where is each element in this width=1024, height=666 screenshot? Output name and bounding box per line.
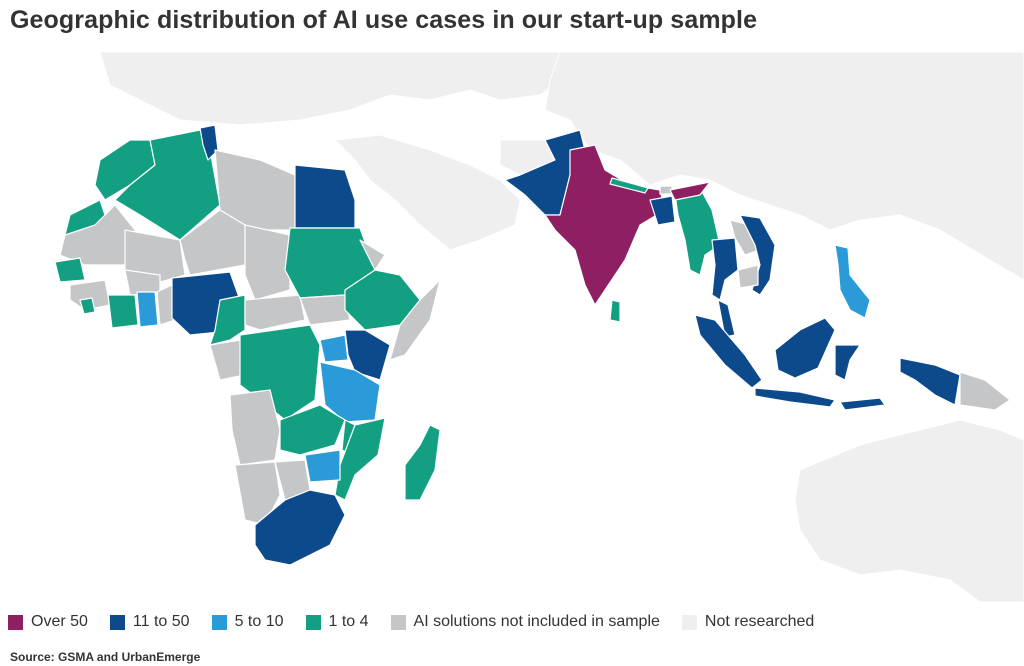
europe-landmass [99,52,571,126]
ghana-region [136,291,159,328]
legend-label-not-researched: Not researched [704,613,815,630]
cameroon-region [209,294,246,346]
legend-item-over-50: Over 50 [8,613,88,631]
chad-region [244,224,291,301]
legend-item-1-to-4: 1 to 4 [305,613,369,631]
angola-region [229,389,281,466]
vietnam-region [739,214,776,296]
legend-item-not-researched: Not researched [681,613,815,631]
egypt-region [294,164,356,229]
myanmar-region [674,187,721,276]
somalia-region [389,279,441,361]
legend-swatch-1-to-4 [305,614,321,630]
tunisia-region [199,124,219,161]
cambodia-region [737,264,759,289]
legend-label-over-50: Over 50 [31,613,88,630]
legend-item-5-to-10: 5 to 10 [211,613,284,631]
source-note: Source: GSMA and UrbanEmerge [10,650,201,664]
asia-landmass [544,52,1024,281]
africa-countries [54,124,441,566]
sulawesi-region [834,344,861,381]
uganda-rwanda-region [319,334,349,363]
sumatra-region [694,314,763,389]
legend-swatch-not-researched [681,614,697,630]
philippines-region [834,244,871,319]
nepal-region [609,177,649,194]
legend-label-11-to-50: 11 to 50 [132,613,190,630]
legend-item-not-included: AI solutions not included in sample [390,613,660,631]
map-title: Geographic distribution of AI use cases … [10,6,758,34]
distribution-map [54,52,1024,602]
ne-india-region [669,181,711,201]
map-legend: Over 50 11 to 50 5 to 10 1 to 4 AI solut… [8,610,836,634]
guinea-region [69,279,111,311]
zimbabwe-region [304,449,341,483]
thailand-region [711,237,739,301]
sierra-leone-region [79,297,96,315]
legend-swatch-not-included [390,614,406,630]
background-land [99,52,1024,602]
papua-new-guinea-region [959,371,1011,411]
south-sudan-region [299,294,351,326]
india-region [544,144,666,306]
middle-east-landmass [333,134,521,251]
bangladesh-region [649,195,676,226]
burkina-region [124,269,161,296]
car-region [244,294,306,331]
zambia-region [279,404,346,456]
mozambique-region [334,417,386,501]
senegal-region [54,257,86,283]
south-africa-region [254,489,346,566]
malaysia-pen-region [717,299,736,338]
legend-swatch-over-50 [8,614,23,630]
legend-label-not-included: AI solutions not included in sample [413,613,660,630]
papua-indonesia-region [899,357,961,406]
borneo-region [774,317,836,379]
sri-lanka-region [609,299,621,323]
kenya-region [344,329,391,381]
ivory-coast-region [107,294,139,329]
eritrea-region [359,239,386,271]
asia-countries [499,129,1011,411]
java-region [754,387,836,408]
australia-landmass [794,419,1024,602]
legend-swatch-11-to-50 [109,614,125,630]
legend-swatch-5-to-10 [211,614,227,630]
legend-label-1-to-4: 1 to 4 [328,613,369,630]
legend-label-5-to-10: 5 to 10 [234,613,284,630]
timor-region [839,397,886,411]
mali-region [124,229,186,286]
madagascar-region [404,424,441,501]
legend-item-11-to-50: 11 to 50 [109,613,190,631]
